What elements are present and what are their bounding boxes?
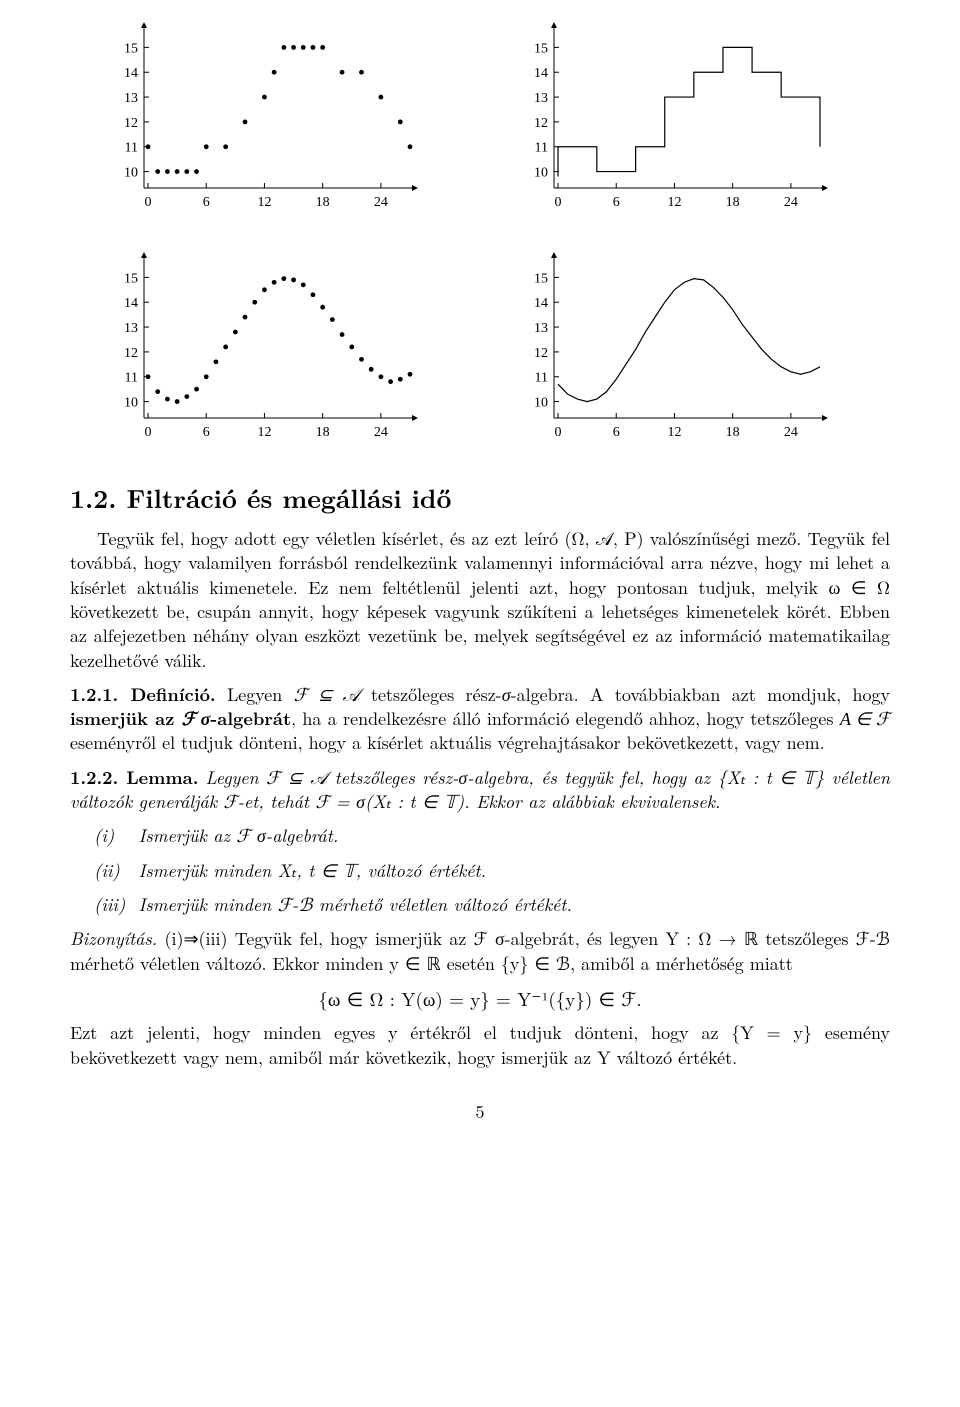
svg-text:15: 15 [124,271,138,286]
svg-text:6: 6 [203,425,210,440]
svg-text:12: 12 [257,425,271,440]
proof-label: Bizonyítás. [70,926,157,951]
list-item-iii: (iii) Ismerjük minden ℱ-ℬ mérhető véletl… [94,893,890,917]
svg-text:12: 12 [667,195,681,210]
svg-text:12: 12 [534,346,548,361]
svg-text:10: 10 [534,396,548,411]
chart-bottom-left: 10 11 12 13 14 15 0 6 12 18 24 [100,250,420,450]
svg-text:6: 6 [613,425,620,440]
proof-equation: {ω ∈ Ω : Y(ω) = y} = Y⁻¹({y}) ∈ ℱ. [70,986,890,1012]
svg-text:12: 12 [124,346,138,361]
section-heading: 1.2. Filtráció és megállási idő [70,480,890,515]
svg-text:14: 14 [124,66,138,81]
svg-text:11: 11 [125,371,138,386]
svg-text:6: 6 [613,195,620,210]
definition-block: 1.2.1. Definíció. Legyen ℱ ⊆ 𝒜 tetszőleg… [70,683,890,756]
chart-top-left: 10 11 12 13 14 15 0 6 12 18 24 [100,20,420,220]
svg-text:11: 11 [535,371,548,386]
chart-top-right: 10 11 12 13 14 15 0 6 12 18 24 [510,20,830,220]
charts-grid: 10 11 12 13 14 15 0 6 12 18 24 10 11 12 13 14 15 0 6 12 18 2… [100,20,860,450]
svg-text:15: 15 [534,271,548,286]
svg-text:15: 15 [534,41,548,56]
svg-text:14: 14 [534,66,548,81]
svg-text:18: 18 [726,195,740,210]
svg-text:13: 13 [534,91,548,106]
svg-text:18: 18 [726,425,740,440]
page-number: 5 [70,1100,890,1124]
svg-text:0: 0 [145,195,152,210]
svg-text:12: 12 [257,195,271,210]
list-item-i: (i) Ismerjük az ℱ σ-algebrát. [94,824,890,848]
section-number: 1.2. [70,479,117,516]
list-text-i: Ismerjük az ℱ σ-algebrát. [138,823,338,848]
list-marker-iii: (iii) [94,893,132,917]
svg-text:10: 10 [534,166,548,181]
svg-text:18: 18 [316,425,330,440]
svg-text:13: 13 [124,91,138,106]
list-marker-i: (i) [94,824,132,848]
proof-block-2: Ezt azt jelenti, hogy minden egyes y ért… [70,1021,890,1070]
svg-text:24: 24 [374,425,388,440]
proof-block-1: Bizonyítás. (i)⇒(iii) Tegyük fel, hogy i… [70,927,890,976]
svg-text:12: 12 [124,116,138,131]
svg-text:13: 13 [124,321,138,336]
list-marker-ii: (ii) [94,859,132,883]
definition-label: 1.2.1. Definíció. [70,682,216,707]
list-text-ii: Ismerjük minden Xₜ, t ∈ 𝕋, változó érték… [138,858,486,883]
section-title: Filtráció és megállási idő [126,479,451,516]
svg-text:14: 14 [534,296,548,311]
equivalence-list: (i) Ismerjük az ℱ σ-algebrát. (ii) Ismer… [94,824,890,917]
svg-text:15: 15 [124,41,138,56]
lemma-block: 1.2.2. Lemma. Legyen ℱ ⊆ 𝒜 tetszőleges r… [70,766,890,815]
svg-text:12: 12 [534,116,548,131]
svg-text:14: 14 [124,296,138,311]
svg-text:24: 24 [784,425,798,440]
svg-text:0: 0 [555,195,562,210]
svg-text:24: 24 [374,195,388,210]
svg-text:13: 13 [534,321,548,336]
svg-text:0: 0 [145,425,152,440]
list-text-iii: Ismerjük minden ℱ-ℬ mérhető véletlen vál… [138,892,571,917]
lemma-label: 1.2.2. Lemma. [70,765,198,790]
svg-text:6: 6 [203,195,210,210]
svg-text:24: 24 [784,195,798,210]
proof-body-1: (i)⇒(iii) Tegyük fel, hogy ismerjük az ℱ… [70,926,890,975]
svg-text:18: 18 [316,195,330,210]
chart-bottom-right: 10 11 12 13 14 15 0 6 12 18 24 [510,250,830,450]
svg-text:12: 12 [667,425,681,440]
svg-text:11: 11 [125,141,138,156]
svg-text:0: 0 [555,425,562,440]
intro-paragraph: Tegyük fel, hogy adott egy véletlen kísé… [70,527,890,673]
svg-text:10: 10 [124,166,138,181]
list-item-ii: (ii) Ismerjük minden Xₜ, t ∈ 𝕋, változó … [94,859,890,883]
svg-text:10: 10 [124,396,138,411]
svg-text:11: 11 [535,141,548,156]
